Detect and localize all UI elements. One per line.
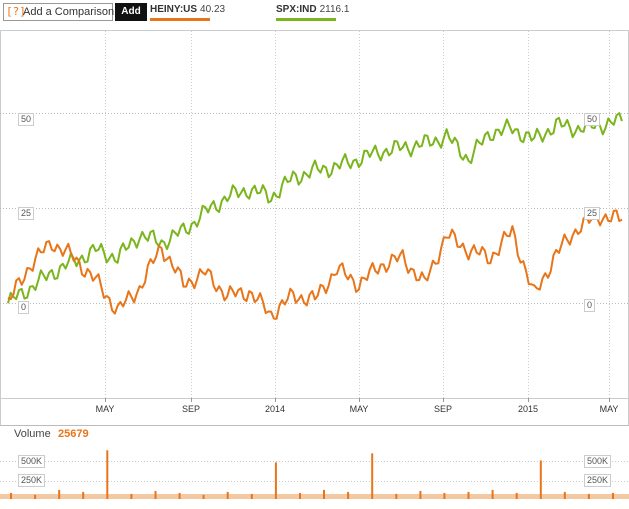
vol-ytick-left-500k: 500K: [18, 455, 46, 468]
chart-toolbar: [?] Add a Comparison Add HEINY:US 40.23 S…: [0, 0, 629, 28]
legend-symbol: HEINY:US: [150, 4, 198, 15]
volume-bar: [82, 491, 85, 499]
series-line-spx-ind: [7, 112, 623, 304]
volume-bar: [467, 491, 470, 499]
legend-value: 40.23: [200, 4, 226, 15]
volume-bars: [0, 450, 629, 499]
volume-bar: [419, 490, 422, 499]
volume-bar: [226, 491, 229, 499]
add-button[interactable]: Add: [115, 3, 147, 21]
ytick-left-0: 0: [18, 301, 30, 314]
volume-bar: [154, 490, 157, 499]
vol-ytick-right-250k: 250K: [584, 474, 612, 487]
volume-bar: [274, 462, 277, 499]
vol-ytick-right-500k: 500K: [584, 455, 612, 468]
volume-bar: [130, 493, 133, 499]
volume-label: Volume: [14, 428, 51, 440]
ytick-left-25: 25: [18, 207, 35, 220]
volume-bar: [250, 493, 253, 499]
volume-bar: [178, 492, 181, 499]
add-comparison-placeholder: Add a Comparison: [23, 6, 115, 18]
volume-bar: [539, 460, 542, 499]
legend-symbol: SPX:IND: [276, 4, 317, 15]
ytick-right-0: 0: [584, 299, 596, 312]
xtick-2014: 2014: [264, 404, 286, 414]
legend-item-spx: SPX:IND 2116.1: [276, 4, 350, 21]
ytick-right-50: 50: [584, 113, 601, 126]
xtick-may-2013: MAY: [95, 404, 115, 414]
chart-grid: [0, 30, 629, 482]
legend-item-heiny: HEINY:US 40.23: [150, 4, 226, 21]
series-line-heiny-us: [7, 209, 623, 320]
legend-swatch: [150, 18, 210, 21]
volume-bar: [323, 489, 325, 499]
volume-baseline-fill: [0, 494, 629, 499]
volume-bar: [491, 489, 494, 499]
xtick-may-2014: MAY: [349, 404, 369, 414]
ytick-left-50: 50: [18, 113, 35, 126]
xtick-2015: 2015: [517, 404, 539, 414]
xtick-sep-2013: SEP: [181, 404, 201, 414]
volume-bar: [299, 492, 301, 499]
main-chart-frame: [0, 30, 629, 426]
volume-value: 25679: [58, 428, 89, 440]
vol-ytick-left-250k: 250K: [18, 474, 46, 487]
volume-bar: [347, 491, 350, 499]
chart-series: [7, 112, 623, 320]
legend-value: 2116.1: [319, 4, 350, 15]
volume-bar: [202, 494, 205, 499]
volume-bar: [563, 491, 566, 499]
volume-bar: [371, 453, 374, 499]
add-comparison-input[interactable]: [?] Add a Comparison: [3, 3, 115, 21]
volume-bar: [106, 450, 109, 499]
volume-bar: [58, 489, 61, 499]
volume-bar: [395, 493, 398, 499]
xtick-sep-2014: SEP: [433, 404, 453, 414]
volume-bar: [443, 492, 446, 499]
legend-swatch: [276, 18, 336, 21]
help-icon[interactable]: [?]: [6, 5, 26, 18]
xtick-may-2015: MAY: [599, 404, 619, 414]
volume-bar: [587, 493, 590, 499]
volume-bar: [34, 494, 37, 499]
volume-bar: [612, 492, 614, 499]
ytick-right-25: 25: [584, 207, 601, 220]
volume-bar: [10, 492, 12, 499]
volume-bar: [515, 492, 518, 499]
